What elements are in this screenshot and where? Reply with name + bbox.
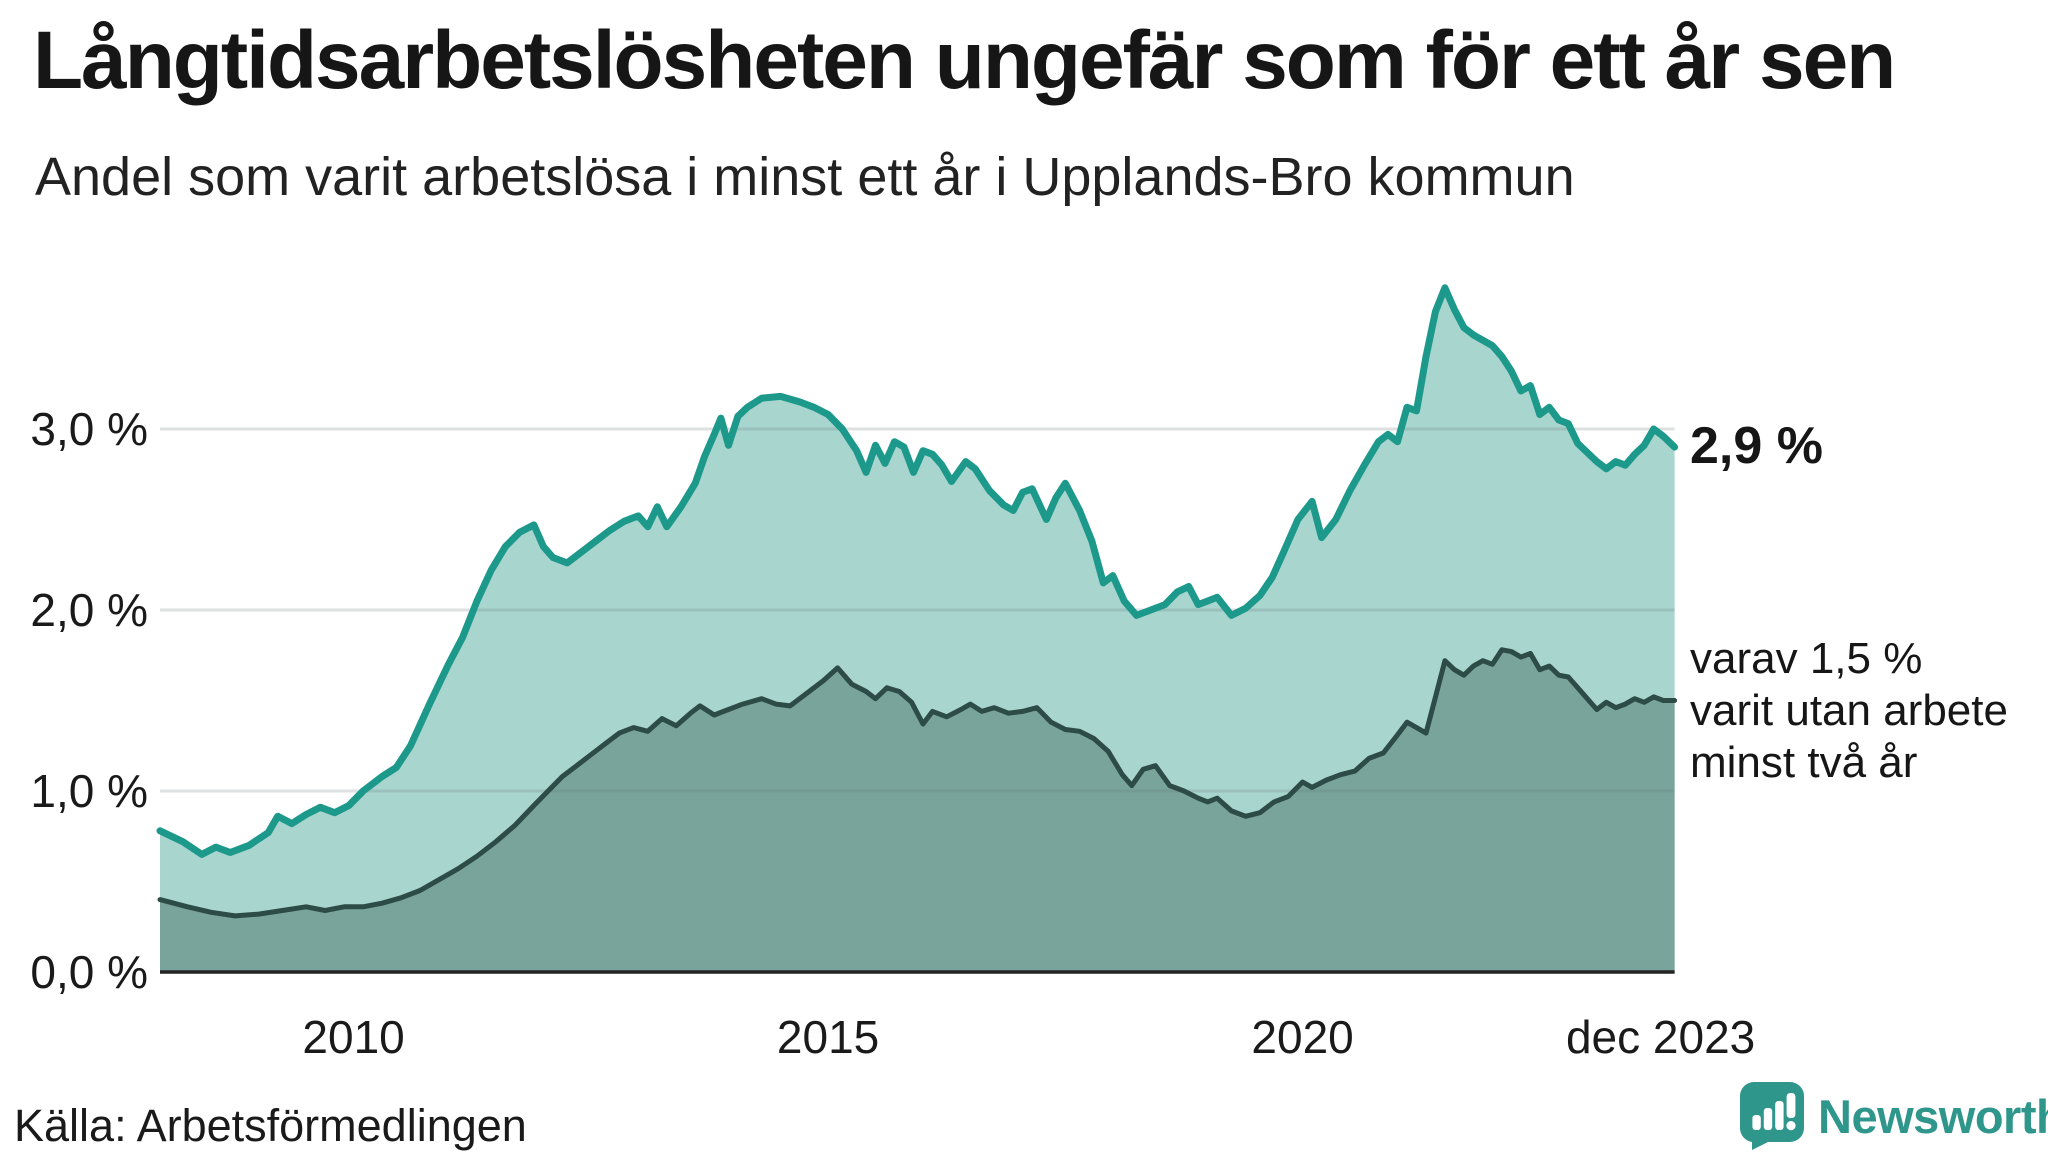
area-fill-minst-två-år bbox=[160, 649, 1675, 972]
y-tick-label: 3,0 % bbox=[30, 403, 148, 455]
line-minst-två-år bbox=[157, 647, 1678, 919]
brand-wordmark: Newsworthy bbox=[1818, 1089, 2048, 1143]
brand-logo[interactable]: Newsworthy bbox=[1740, 1082, 2048, 1150]
x-tick-label: dec 2023 bbox=[1565, 1011, 1756, 1063]
annotation-line-2: varit utan arbete bbox=[1690, 685, 2008, 735]
x-tick-label: 2015 bbox=[776, 1011, 880, 1063]
annotation-line-1: varav 1,5 % bbox=[1690, 633, 1923, 683]
x-tick-label: 2020 bbox=[1251, 1011, 1354, 1063]
page-subtitle: Andel som varit arbetslösa i minst ett å… bbox=[35, 147, 1575, 207]
secondary-series-annotation: varav 1,5 % varit utan arbete minst två … bbox=[1690, 633, 2008, 789]
y-tick-label: 0,0 % bbox=[30, 946, 148, 998]
source-credit: Källa: Arbetsförmedlingen bbox=[14, 1100, 527, 1151]
page-title: Långtidsarbetslösheten ungefär som för e… bbox=[33, 15, 1896, 106]
y-tick-label: 1,0 % bbox=[30, 765, 148, 817]
x-tick-label: 2010 bbox=[302, 1011, 405, 1063]
series-end-value-label: 2,9 % bbox=[1690, 417, 1823, 476]
newsworthy-icon bbox=[1740, 1082, 1804, 1150]
y-tick-label: 2,0 % bbox=[30, 584, 148, 636]
y-axis: 0,0 % 1,0 % 2,0 % 3,0 % bbox=[0, 0, 148, 1152]
annotation-line-3: minst två år bbox=[1690, 737, 1918, 787]
line-minst-ett-år bbox=[156, 284, 1679, 858]
